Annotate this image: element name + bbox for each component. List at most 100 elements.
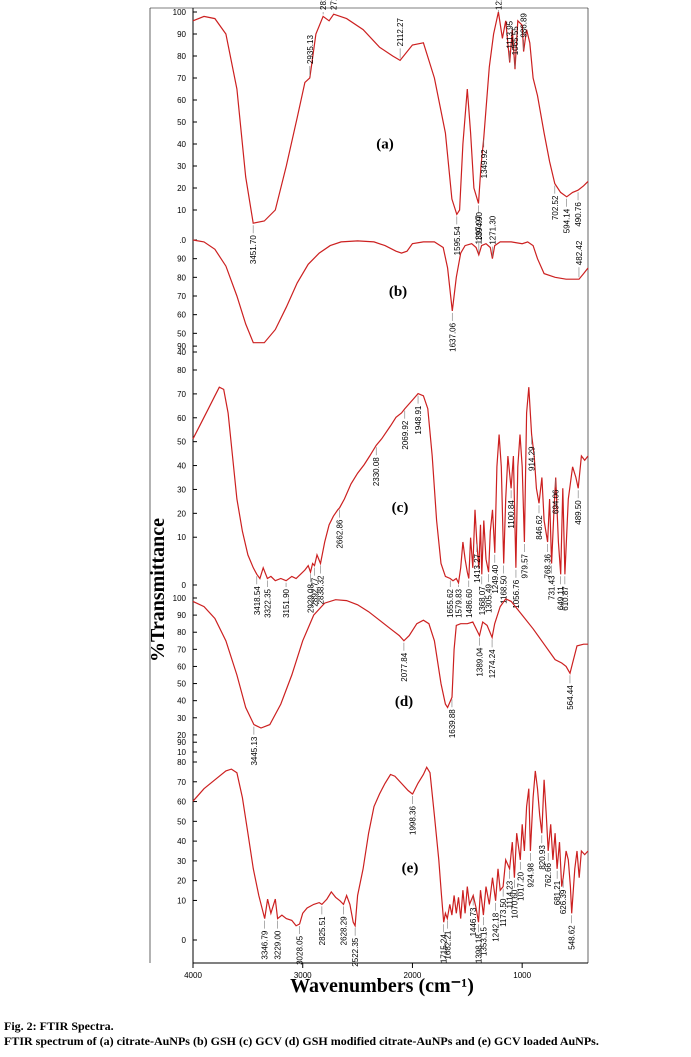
y-tick-label: 80	[177, 52, 186, 61]
y-tick-label: 100	[173, 594, 187, 603]
spectrum-panel: 10 20 30 40 50 60 70 80 90 100 (d) 3445.13 2077.84 16…	[173, 594, 588, 766]
peak-label: 1715.24	[440, 934, 449, 963]
peak-label: 1017.20	[516, 871, 525, 900]
peak-label: 1368.07	[478, 586, 487, 615]
peak-label: 490.76	[574, 202, 583, 227]
peak-label: 1353.15	[479, 927, 488, 956]
y-tick-label: 20	[177, 184, 186, 193]
y-tick-label: 90	[177, 255, 186, 264]
y-tick-label: 60	[177, 662, 186, 671]
peak-label: 3151.90	[282, 588, 291, 617]
peak-label: 1389.04	[475, 647, 484, 676]
peak-label: 3346.79	[261, 930, 270, 959]
y-tick-label: 20	[177, 509, 186, 518]
peak-label: 1305.49	[485, 584, 494, 613]
peak-label: 548.62	[568, 925, 577, 950]
peak-label: 626.39	[559, 889, 568, 914]
peak-label: 979.57	[520, 553, 529, 578]
peak-label: 2522.35	[351, 937, 360, 966]
y-tick-label: 60	[177, 414, 186, 423]
y-tick-label: 0	[182, 581, 187, 590]
spectrum-line	[192, 386, 589, 585]
peak-label: 914.29	[528, 446, 537, 471]
y-tick-label: 90	[177, 611, 186, 620]
peak-label: 1168.50	[500, 575, 509, 604]
y-tick-label: 70	[177, 292, 186, 301]
peak-label: 1114.23	[506, 880, 515, 908]
peak-label: 1065.55	[511, 26, 520, 55]
caption-title: Fig. 2: FTIR Spectra.	[4, 1019, 114, 1033]
caption-text: FTIR spectrum of (a) citrate-AuNPs (b) G…	[4, 1034, 599, 1048]
peak-label: 768.36	[544, 553, 553, 578]
y-tick-label: 40	[177, 348, 186, 357]
y-tick-label: 10	[177, 206, 186, 215]
peak-label: 1398.18	[474, 934, 483, 963]
peak-label: 2717.31	[330, 0, 339, 10]
x-tick-label: 3000	[294, 971, 312, 980]
peak-label: 3229.00	[274, 930, 283, 959]
peak-label: 846.62	[535, 515, 544, 540]
y-tick-label: 40	[177, 697, 186, 706]
y-tick-label: 10	[177, 748, 186, 757]
peak-label: 1056.76	[512, 579, 521, 608]
peak-label: 649.11	[557, 586, 566, 610]
y-tick-label: 30	[177, 485, 186, 494]
peak-label: 2935.13	[306, 35, 315, 64]
peak-label: 681.21	[553, 880, 562, 905]
spectrum-line	[192, 766, 589, 928]
y-tick-label: 60	[177, 311, 186, 320]
peak-label: 2077.84	[400, 652, 409, 681]
y-tick-label: 40	[177, 837, 186, 846]
y-axis-label: %Transmittance	[147, 518, 169, 662]
peak-label: 482.42	[575, 240, 584, 265]
spectra-panels: 102030405060708090100(a)3451.702935.1328…	[173, 0, 589, 967]
peak-label: 3028.05	[296, 935, 305, 964]
panel-label: (c)	[392, 500, 409, 516]
y-tick-label: 40	[177, 462, 186, 471]
y-tick-label: 60	[177, 96, 186, 105]
y-tick-label: 80	[177, 366, 186, 375]
y-tick-label: 30	[177, 162, 186, 171]
peak-label: 924.98	[526, 862, 535, 887]
y-tick-label: 70	[177, 74, 186, 83]
y-tick-label: 50	[177, 329, 186, 338]
x-axis-ticks: 4000 3000 2000 1000	[184, 963, 532, 980]
peak-label: 731.43	[548, 575, 557, 600]
spectrum-line	[192, 239, 589, 344]
peak-label: 2330.08	[372, 457, 381, 486]
peak-label: 2112.27	[396, 18, 405, 47]
y-tick-label: 50	[177, 438, 186, 447]
peak-label: 3445.13	[250, 736, 259, 765]
y-tick-label: 40	[177, 140, 186, 149]
panel-label: (d)	[395, 694, 413, 710]
y-tick-label: 0	[182, 936, 187, 945]
peak-label: 1998.36	[409, 805, 418, 834]
figure-caption: Fig. 2: FTIR Spectra. FTIR spectrum of (…	[4, 1019, 689, 1049]
spectrum-panel: 10 20 30 40 50 60 70 80 90 100 (a) 3451.70 2935.13 28…	[173, 0, 589, 264]
y-tick-label: 50	[177, 118, 186, 127]
y-tick-label: 20	[177, 877, 186, 886]
x-axis-label: Wavenumbers (cm⁻¹)	[290, 975, 474, 997]
spectrum-line	[192, 598, 588, 729]
y-tick-label: 80	[177, 758, 186, 767]
peak-label: 1486.60	[465, 588, 474, 617]
y-tick-label: 90	[177, 738, 186, 747]
y-tick-label: 30	[177, 714, 186, 723]
y-tick-label: .0	[179, 236, 186, 245]
peak-label: 1274.24	[488, 649, 497, 678]
peak-label: 1070.60	[510, 889, 519, 918]
peak-label: 820.93	[538, 845, 547, 870]
peak-label: 1216.81	[494, 0, 503, 10]
y-tick-label: 70	[177, 645, 186, 654]
peak-label: 3418.54	[253, 586, 262, 615]
y-tick-label: 10	[177, 533, 186, 542]
y-tick-label: 50	[177, 817, 186, 826]
peak-label: 1579.83	[455, 588, 464, 617]
peak-label: 1595.54	[453, 226, 462, 255]
peak-label: 3322.35	[263, 588, 272, 617]
peak-label: 1173.50	[499, 898, 508, 927]
peak-label: 1249.40	[491, 564, 500, 593]
peak-label: 1948.91	[414, 405, 423, 434]
x-tick-label: 4000	[184, 971, 202, 980]
